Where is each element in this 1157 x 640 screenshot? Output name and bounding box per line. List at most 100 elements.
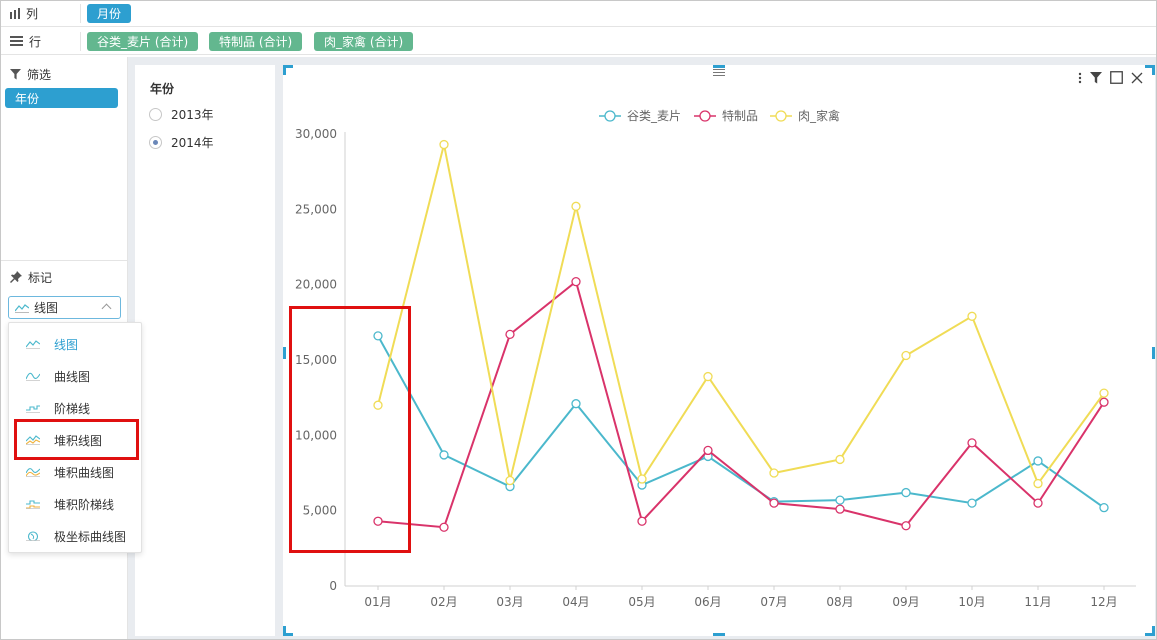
data-point[interactable] [439,139,449,150]
row-pill-cereal[interactable]: 谷类_麦片 (合计) [87,32,199,51]
data-point[interactable] [373,400,383,410]
filter-icon[interactable] [1090,71,1102,84]
mark-option-label: 阶梯线 [54,401,91,416]
pin-icon [10,271,22,283]
radio-option-2013[interactable]: 2013年 [149,105,214,123]
mark-option-label: 线图 [54,337,79,352]
data-point[interactable] [1099,388,1109,398]
data-point[interactable] [1033,456,1043,466]
mark-option-polar-curve[interactable]: 极坐标曲线图 [9,520,141,552]
resize-handle-right[interactable] [1152,347,1155,359]
x-tick-label: 05月 [628,595,655,609]
radio-option-2014[interactable]: 2014年 [149,133,214,151]
radio-button-checked[interactable] [149,135,162,149]
data-point[interactable] [571,201,581,211]
row-pill-specialty[interactable]: 特制品 (合计) [209,32,303,51]
radio-label: 2014年 [171,135,214,150]
x-tick-label: 10月 [958,595,985,609]
data-point[interactable] [1099,397,1109,407]
columns-shelf-label: 列 [26,7,39,21]
radio-button[interactable] [149,107,162,121]
data-point[interactable] [967,498,977,508]
series-line-1 [377,279,1105,529]
x-tick-label: 02月 [430,595,457,609]
columns-shelf: 列 月份 [0,0,1157,27]
data-point[interactable] [967,311,977,321]
marks-label: 标记 [28,270,53,285]
chevron-up-icon [101,303,112,314]
selection-corner [1145,65,1155,75]
data-point[interactable] [637,516,647,526]
legend-label-0[interactable]: 谷类_麦片 [627,109,681,123]
resize-handle-bottom[interactable] [713,633,725,636]
resize-handle-top[interactable] [713,65,725,68]
data-point[interactable] [901,521,911,531]
filter-label: 筛选 [27,67,52,82]
data-point[interactable] [1033,498,1043,508]
more-vertical-icon[interactable] [1078,72,1082,84]
row-pill-meat-poultry[interactable]: 肉_家禽 (合计) [314,32,414,51]
maximize-icon[interactable] [1110,71,1123,84]
data-point[interactable] [373,331,383,341]
mark-option-curve[interactable]: 曲线图 [9,360,141,392]
data-point[interactable] [571,277,581,287]
curve-chart-icon [26,372,40,381]
columns-shelf-header: 列 [10,0,38,27]
y-tick-label: 5,000 [303,504,337,518]
legend-label-2[interactable]: 肉_家禽 [798,108,840,123]
step-chart-icon [26,405,40,413]
data-point[interactable] [769,468,779,478]
y-tick-label: 15,000 [295,353,337,367]
resize-handle-left[interactable] [283,347,286,359]
selection-corner [283,626,293,636]
data-point[interactable] [637,474,647,484]
stacked-line-chart-icon [26,435,40,445]
x-tick-label: 01月 [364,595,391,609]
year-filter-title: 年份 [150,82,175,96]
mark-option-stacked-curve[interactable]: 堆积曲线图 [9,456,141,488]
mark-option-step[interactable]: 阶梯线 [9,392,141,424]
data-point[interactable] [439,450,449,460]
chart-toolbar [1078,71,1143,84]
data-point[interactable] [703,445,713,456]
data-point[interactable] [505,475,515,486]
data-point[interactable] [835,454,845,465]
line-chart: 0 5,000 10,000 15,000 20,000 25,000 30,000 01月 0… [295,108,1136,609]
column-pill-month[interactable]: 月份 [87,4,132,23]
data-point[interactable] [571,399,581,409]
data-point[interactable] [967,438,977,448]
data-point[interactable] [373,516,383,526]
data-point[interactable] [703,371,713,382]
data-point[interactable] [439,522,449,532]
selection-corner [1145,626,1155,636]
drag-handle-icon[interactable] [713,69,725,76]
chart-card[interactable]: 0 5,000 10,000 15,000 20,000 25,000 30,000 01月 0… [283,65,1155,636]
data-point[interactable] [1033,478,1043,489]
filter-icon [10,68,21,79]
rows-shelf: 行 谷类_麦片 (合计) 特制品 (合计) 肉_家禽 (合计) [0,28,1157,55]
mark-option-line[interactable]: 线图 [9,328,141,360]
list-icon [10,36,23,47]
mark-type-select[interactable]: 线图 [8,296,121,319]
series-line-2 [377,144,1105,486]
legend-marker-2 [775,110,787,122]
shelf-separator [80,4,81,23]
x-tick-label: 04月 [562,595,589,609]
legend-label-1[interactable]: 特制品 [722,108,758,123]
mark-option-label: 堆积线图 [54,433,103,448]
data-point[interactable] [769,498,779,508]
data-point[interactable] [505,329,515,340]
mark-option-stacked-step[interactable]: 堆积阶梯线 [9,488,141,520]
data-point[interactable] [835,504,845,514]
columns-icon [10,8,20,19]
data-point[interactable] [901,487,911,498]
close-icon[interactable] [1131,72,1143,84]
data-point[interactable] [901,350,911,361]
data-point[interactable] [835,495,845,505]
data-point[interactable] [1099,503,1109,513]
x-tick-label: 12月 [1090,595,1117,609]
filter-pill-year[interactable]: 年份 [5,88,118,108]
mark-type-dropdown: 线图曲线图阶梯线堆积线图堆积曲线图 堆积阶梯线 极坐标曲线图 [8,322,142,553]
legend-marker-0 [604,110,616,122]
mark-option-stacked-line[interactable]: 堆积线图 [9,424,141,456]
